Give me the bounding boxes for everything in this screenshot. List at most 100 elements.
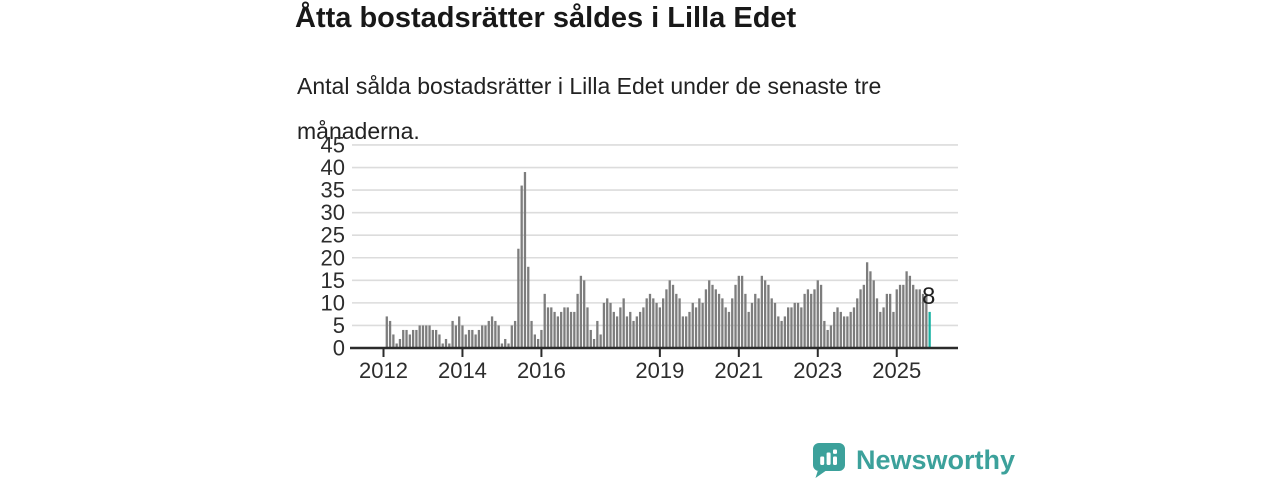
bar	[395, 343, 398, 348]
bar	[744, 293, 747, 348]
bar	[783, 316, 787, 348]
bar	[701, 302, 704, 348]
bar	[481, 325, 484, 348]
bar	[454, 325, 458, 348]
bar	[767, 284, 770, 348]
bar	[484, 325, 487, 348]
bar	[800, 307, 803, 348]
bar	[504, 338, 507, 348]
bar	[885, 293, 889, 348]
bar	[875, 298, 879, 348]
bar	[527, 266, 530, 348]
bar	[599, 334, 602, 348]
bar	[441, 343, 444, 348]
bar	[796, 302, 800, 348]
bar	[852, 307, 856, 348]
bar	[596, 320, 599, 348]
bar	[645, 298, 648, 348]
bar	[681, 316, 685, 348]
x-axis-tick-label: 2016	[517, 358, 566, 383]
bar	[829, 325, 833, 348]
bar	[560, 311, 563, 348]
bar-chart: 0 5 10 15 20 25 30 35 40 45 2012 2014 2016 2019 2021 20…	[298, 133, 978, 395]
bar	[655, 302, 658, 348]
bar	[490, 316, 494, 348]
bar	[579, 275, 583, 348]
bar	[803, 293, 806, 348]
bar	[698, 298, 701, 348]
bar	[494, 320, 497, 348]
bar	[662, 298, 665, 348]
bar	[862, 284, 865, 348]
bar	[546, 307, 550, 348]
bar	[892, 311, 895, 348]
bar	[912, 284, 915, 348]
bar	[833, 311, 836, 348]
bar	[612, 311, 615, 348]
bar	[908, 275, 912, 348]
newsworthy-logo[interactable]: Newsworthy	[810, 441, 1015, 479]
bar	[622, 298, 625, 348]
bar	[642, 307, 645, 348]
bar	[740, 275, 744, 348]
bar	[629, 311, 632, 348]
bar	[576, 293, 579, 348]
bar	[668, 280, 671, 348]
y-axis-tick-label: 45	[321, 133, 345, 157]
bar-chart-speech-bubble-icon	[810, 441, 847, 479]
bar	[632, 320, 635, 348]
y-axis-tick-label: 25	[321, 223, 345, 248]
bar	[823, 320, 826, 348]
bar	[849, 311, 852, 348]
bar	[569, 311, 573, 348]
bar	[685, 316, 688, 348]
bar	[787, 307, 790, 348]
bar	[543, 293, 546, 348]
bar	[717, 293, 721, 348]
bar	[816, 280, 819, 348]
bar	[708, 280, 711, 348]
bar	[602, 302, 606, 348]
bar	[553, 311, 556, 348]
bar	[530, 320, 533, 348]
bar	[507, 343, 510, 348]
bar	[586, 307, 589, 348]
bar	[438, 334, 441, 348]
bar	[839, 311, 842, 348]
bar	[879, 311, 882, 348]
bar	[777, 316, 780, 348]
bar	[869, 271, 872, 348]
y-axis-tick-label: 40	[321, 155, 345, 180]
x-axis-tick-label: 2025	[872, 358, 921, 383]
bar	[421, 325, 425, 348]
bar	[592, 338, 596, 348]
bar	[882, 307, 885, 348]
bar	[747, 311, 750, 348]
bar	[810, 293, 813, 348]
bar	[418, 325, 421, 348]
bar	[727, 311, 731, 348]
y-axis-tick-label: 10	[321, 290, 345, 315]
bar	[925, 293, 928, 348]
bar	[652, 298, 655, 348]
bar	[520, 185, 523, 348]
bar	[734, 284, 737, 348]
bar	[573, 311, 576, 348]
bar	[550, 307, 553, 348]
bar	[477, 329, 481, 348]
bar	[513, 320, 517, 348]
bar	[750, 302, 754, 348]
bar	[609, 302, 612, 348]
bar	[638, 311, 642, 348]
y-axis-tick-label: 20	[321, 245, 345, 270]
bar	[865, 262, 869, 348]
brand-name: Newsworthy	[856, 444, 1016, 475]
bar	[500, 343, 504, 348]
bar	[770, 298, 773, 348]
bar	[589, 329, 592, 348]
bar	[790, 307, 793, 348]
bar	[842, 316, 846, 348]
bar	[898, 284, 902, 348]
bar	[846, 316, 849, 348]
